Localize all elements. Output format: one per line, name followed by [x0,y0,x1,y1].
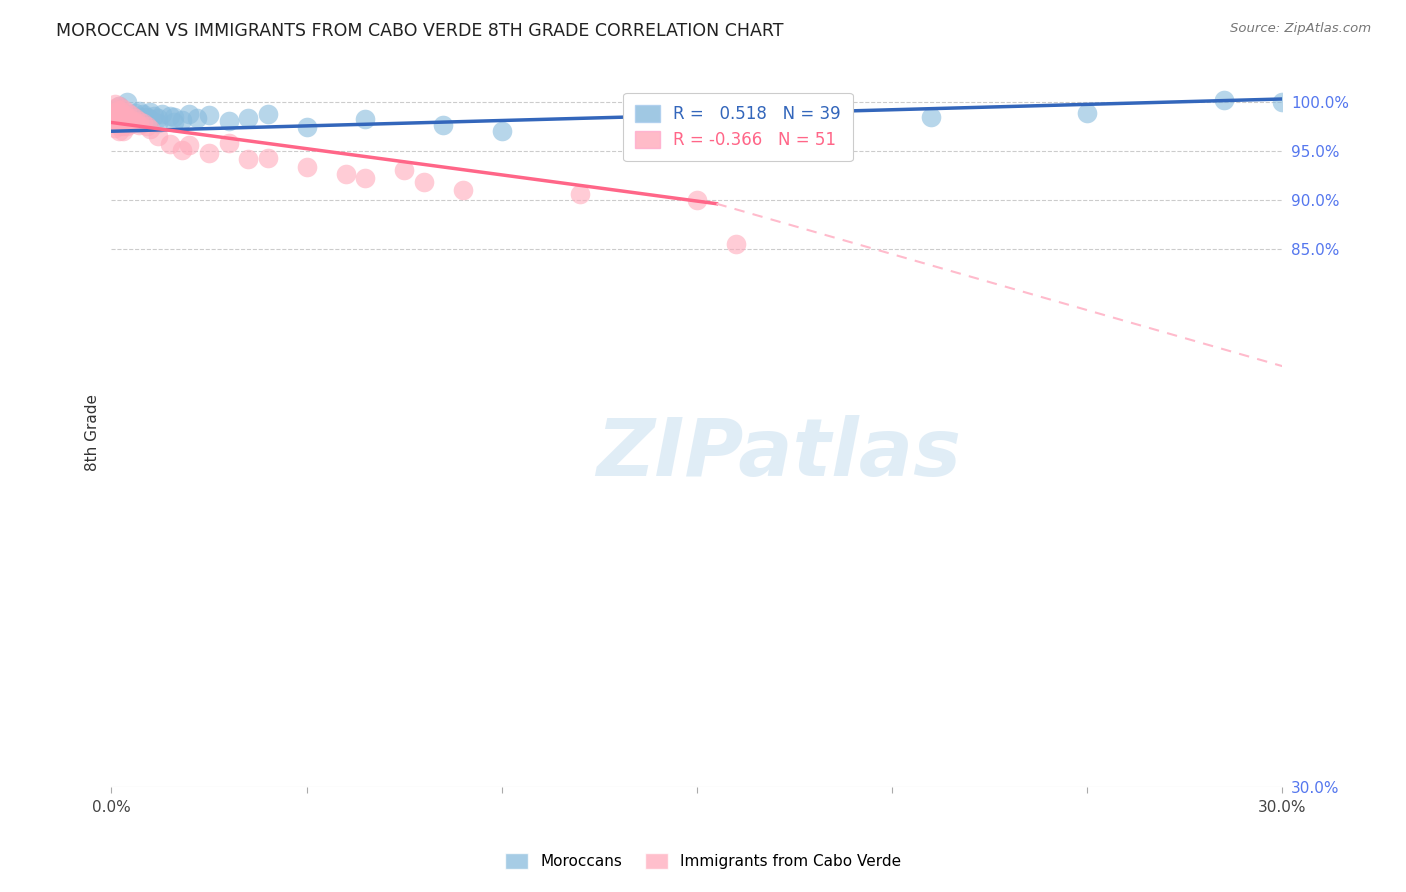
Point [115,110,138,124]
Point [432,119,454,133]
Point [724,236,747,251]
Point [139,104,162,119]
Point [124,115,146,129]
Point [218,136,240,150]
Point [135,110,157,124]
Point [451,183,474,197]
Point [124,105,146,120]
Point [124,112,146,127]
Point [108,111,131,125]
Point [163,110,186,124]
Point [159,109,181,123]
Point [159,136,181,151]
Point [148,111,170,125]
Point [139,122,162,136]
Point [108,120,131,134]
Point [256,151,278,165]
Point [112,111,135,125]
Point [128,116,150,130]
Point [139,112,162,126]
Text: ZIPatlas: ZIPatlas [596,415,962,492]
Point [120,112,142,127]
Point [218,113,240,128]
Point [568,186,591,201]
Point [131,116,153,130]
Point [198,108,221,122]
Point [170,112,193,127]
Point [104,109,127,123]
Point [198,145,221,160]
Point [104,112,127,127]
Point [120,117,142,131]
Point [236,111,259,125]
Point [104,116,127,130]
Point [686,112,709,126]
Point [108,106,131,120]
Point [295,160,318,174]
Point [1213,93,1236,107]
Point [108,103,131,117]
Point [120,108,142,122]
Point [412,175,434,189]
Point [135,115,157,129]
Point [104,101,127,115]
Point [112,102,135,116]
Point [115,95,138,109]
Point [112,106,135,120]
Point [128,113,150,128]
Point [148,116,170,130]
Point [150,106,173,120]
Point [120,108,142,122]
Point [1076,105,1098,120]
Point [135,120,157,134]
Point [148,129,170,144]
Point [131,113,153,128]
Point [131,106,153,120]
Point [115,104,138,119]
Point [491,124,513,138]
Point [108,99,131,113]
Point [128,119,150,133]
Legend: R =   0.518   N = 39, R = -0.366   N = 51: R = 0.518 N = 39, R = -0.366 N = 51 [623,93,852,161]
Point [112,120,135,134]
Point [108,99,131,113]
Point [170,143,193,157]
Point [392,163,415,178]
Point [104,96,127,111]
Point [112,115,135,129]
Point [186,111,208,125]
Point [179,138,201,153]
Point [143,109,166,123]
Point [128,103,150,118]
Point [1271,95,1294,109]
Point [128,110,150,124]
Text: Source: ZipAtlas.com: Source: ZipAtlas.com [1230,22,1371,36]
Point [124,111,146,125]
Point [112,124,135,138]
Point [104,104,127,119]
Point [179,106,201,120]
Point [163,115,186,129]
Point [920,110,942,124]
Point [120,113,142,128]
Legend: Moroccans, Immigrants from Cabo Verde: Moroccans, Immigrants from Cabo Verde [499,847,907,875]
Point [115,114,138,128]
Point [236,152,259,166]
Point [295,120,318,135]
Point [354,171,377,186]
Point [104,102,127,116]
Y-axis label: 8th Grade: 8th Grade [86,393,100,471]
Point [256,106,278,120]
Point [108,114,131,128]
Point [354,112,377,126]
Point [108,124,131,138]
Point [686,193,709,207]
Text: MOROCCAN VS IMMIGRANTS FROM CABO VERDE 8TH GRADE CORRELATION CHART: MOROCCAN VS IMMIGRANTS FROM CABO VERDE 8… [56,22,783,40]
Point [115,120,138,134]
Point [104,121,127,136]
Point [335,167,357,181]
